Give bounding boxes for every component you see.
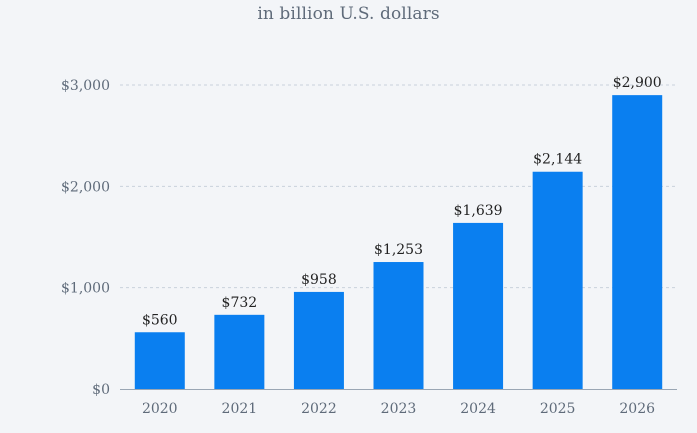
x-tick-label-2020: 2020 (142, 401, 178, 417)
chart-subtitle: in billion U.S. dollars (257, 4, 440, 24)
data-label-2020: $560 (142, 312, 178, 328)
y-tick-label: $2,000 (61, 179, 110, 195)
x-tick-label-2023: 2023 (381, 401, 417, 417)
bar-2025[interactable] (532, 171, 583, 389)
data-label-2022: $958 (301, 272, 337, 288)
bar-2022[interactable] (293, 291, 344, 389)
x-tick-label-2024: 2024 (460, 401, 496, 417)
x-tick-label-2026: 2026 (619, 401, 655, 417)
data-label-2024: $1,639 (454, 203, 503, 219)
x-tick-label-2022: 2022 (301, 401, 337, 417)
bar-2021[interactable] (214, 314, 265, 389)
bar-2020[interactable] (134, 332, 185, 389)
y-tick-label: $3,000 (61, 78, 110, 94)
data-label-2021: $732 (222, 295, 258, 311)
y-tick-label: $0 (92, 382, 110, 398)
data-label-2026: $2,900 (613, 75, 662, 91)
data-label-2025: $2,144 (533, 152, 582, 168)
bar-2024[interactable] (453, 222, 504, 389)
bar-2023[interactable] (373, 262, 424, 389)
bar-2026[interactable] (612, 95, 663, 389)
x-tick-label-2025: 2025 (540, 401, 576, 417)
x-tick-label-2021: 2021 (222, 401, 258, 417)
y-tick-label: $1,000 (61, 281, 110, 297)
data-label-2023: $1,253 (374, 242, 423, 258)
